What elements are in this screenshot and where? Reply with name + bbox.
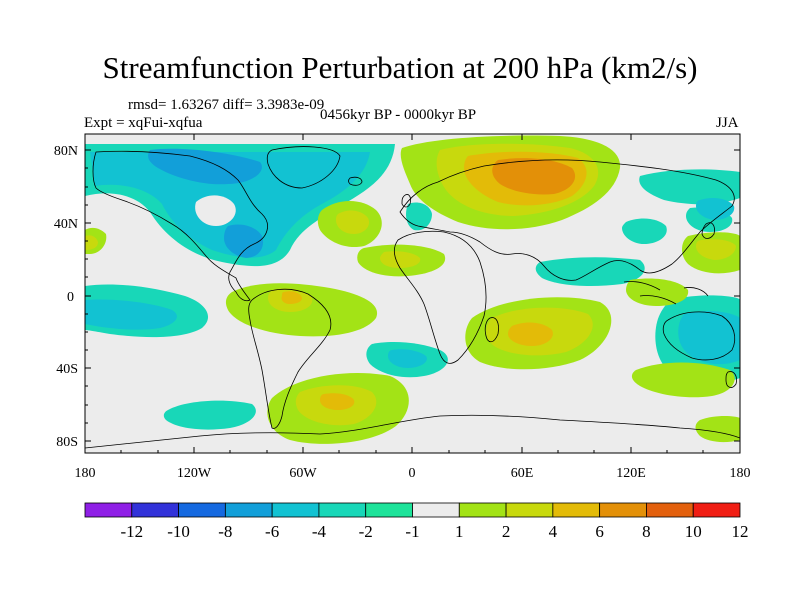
contour-pos-pacific-west-north-core	[85, 235, 98, 250]
colorbar-label: 10	[685, 522, 702, 541]
colorbar-swatch	[552, 502, 601, 518]
contour-neg-india	[622, 218, 667, 244]
colorbar-label: -4	[312, 522, 327, 541]
lat-label: 80S	[56, 435, 78, 450]
coast-australia	[662, 311, 736, 361]
colorbar-swatch	[131, 502, 179, 518]
coast-antarctica	[85, 414, 740, 449]
colorbar-swatch	[692, 502, 741, 518]
colorbar-label: 1	[455, 522, 464, 541]
colorbar-label: 6	[595, 522, 604, 541]
colorbar-label: -10	[167, 522, 190, 541]
contour-neg-south-atlantic-core	[388, 349, 427, 368]
coast-japan	[701, 222, 715, 239]
colorbar-swatch	[84, 502, 133, 518]
contour-pos-far-south-east	[695, 416, 740, 443]
lat-label: 40N	[54, 217, 78, 232]
coast-new-zealand	[725, 371, 737, 388]
colorbar-swatch	[505, 502, 554, 518]
colorbar-label: -6	[265, 522, 279, 541]
lon-label: 60E	[511, 466, 534, 481]
experiment-label: Expt = xqFui-xqfua	[84, 115, 203, 131]
colorbar-label: -12	[120, 522, 143, 541]
lon-label: 60W	[289, 466, 317, 481]
colorbar-label: -1	[405, 522, 419, 541]
colorbar-swatch	[412, 502, 460, 518]
coast-europe-asia	[399, 159, 735, 281]
contour-pos-indian-ocean-core	[508, 322, 553, 346]
lon-label: 120E	[616, 466, 646, 481]
colorbar-label: -8	[218, 522, 232, 541]
colorbar-swatch	[458, 502, 507, 518]
contour-pos-eurasia-max	[492, 158, 576, 195]
lat-ticks	[85, 149, 740, 442]
coast-southeast-asia-islands	[623, 281, 709, 305]
contour-neg-atlantic-low	[224, 224, 264, 258]
coast-south-america	[248, 288, 332, 429]
coast-british-isles	[401, 194, 411, 208]
contour-neg-south-pacific-west-core	[85, 299, 177, 330]
contour-neg-greenland-hole	[195, 195, 236, 226]
colorbar-swatch	[365, 502, 413, 518]
contour-neg-australia-core	[678, 311, 740, 365]
lon-ticks	[84, 134, 741, 453]
lat-label: 40S	[56, 362, 78, 377]
contour-pos-east-pacific-north-core	[696, 239, 736, 260]
colorbar-swatch	[224, 502, 273, 518]
colorbar-label: -2	[359, 522, 373, 541]
colorbar-swatch	[646, 502, 694, 518]
colorbar-label: 2	[502, 522, 511, 541]
contour-field	[85, 134, 740, 453]
colorbar-label: 8	[642, 522, 651, 541]
stats-label: rmsd= 1.63267 diff= 3.3983e-09	[128, 97, 325, 113]
coast-greenland	[266, 146, 341, 189]
lon-label: 180	[75, 466, 96, 481]
coastlines	[85, 146, 740, 449]
contour-pos-east-asia-south	[626, 278, 689, 306]
lat-label: 80N	[54, 144, 78, 159]
colorbar-label: 4	[549, 522, 558, 541]
lon-label: 120W	[177, 466, 212, 481]
lon-labels: 180 120W 60W 0 60E 120E 180	[75, 466, 751, 481]
colorbar-swatch	[271, 502, 320, 518]
lon-label: 180	[730, 466, 751, 481]
contour-pos-africa-north-core	[380, 251, 421, 268]
coast-madagascar	[484, 317, 499, 343]
coast-africa	[394, 230, 487, 364]
contour-pos-north-atlantic-core	[336, 210, 370, 234]
colorbar-label: 12	[732, 522, 749, 541]
season-label: JJA	[716, 115, 739, 131]
colorbar-swatch	[599, 502, 647, 518]
coast-iceland	[348, 176, 363, 186]
lat-label: 0	[67, 290, 74, 305]
contour-pos-south-america-max	[281, 291, 302, 304]
colorbar: -12 -10 -8 -6 -4 -2 -1 1 2 4 6 8 10 12	[84, 502, 749, 541]
colorbar-swatch	[318, 502, 367, 518]
period-label: 0456kyr BP - 0000kyr BP	[320, 107, 477, 123]
contour-pos-southern-hemisphere-core	[320, 393, 355, 410]
contour-pos-eastern-pacific-south	[631, 362, 735, 398]
colorbar-swatch	[178, 502, 226, 518]
lon-label: 0	[409, 466, 416, 481]
contour-neg-siberia-east	[639, 169, 740, 205]
map-title: Streamfunction Perturbation at 200 hPa (…	[102, 50, 698, 85]
contour-neg-south-ocean	[163, 400, 256, 430]
coast-north-america	[92, 150, 268, 302]
contour-neg-north-europe	[406, 202, 432, 231]
lat-labels: 80N 40N 0 40S 80S	[54, 144, 78, 450]
contour-neg-east-asia	[696, 198, 735, 220]
